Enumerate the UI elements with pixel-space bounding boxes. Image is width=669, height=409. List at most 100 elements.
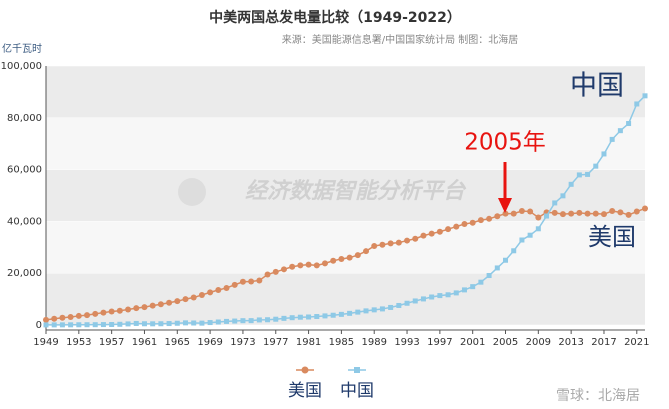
point bbox=[617, 209, 624, 216]
point bbox=[634, 101, 640, 107]
point bbox=[428, 230, 435, 237]
x-tick-label: 1969 bbox=[197, 337, 222, 348]
point bbox=[198, 291, 205, 298]
point bbox=[420, 232, 427, 239]
point bbox=[552, 200, 558, 206]
point bbox=[182, 296, 189, 303]
point bbox=[388, 304, 394, 310]
point bbox=[256, 277, 263, 284]
legend-marker bbox=[354, 367, 360, 373]
point bbox=[420, 296, 426, 302]
point bbox=[404, 237, 411, 244]
point bbox=[633, 208, 640, 215]
x-tick-label: 1965 bbox=[165, 337, 190, 348]
x-tick-label: 2009 bbox=[526, 337, 551, 348]
point bbox=[133, 320, 139, 326]
point bbox=[231, 281, 238, 288]
point bbox=[519, 237, 525, 243]
point bbox=[560, 193, 566, 199]
point bbox=[166, 299, 173, 306]
point bbox=[461, 220, 468, 227]
chart-subtitle: 来源：美国能源信息署/中国国家统计局 制图：北海居 bbox=[282, 33, 519, 46]
point bbox=[322, 313, 328, 319]
point bbox=[264, 271, 271, 278]
point bbox=[125, 306, 132, 313]
x-tick-label: 1961 bbox=[132, 337, 157, 348]
point bbox=[347, 310, 353, 316]
point bbox=[305, 261, 312, 268]
x-tick-label: 1985 bbox=[329, 337, 354, 348]
point bbox=[470, 284, 476, 290]
point bbox=[297, 262, 304, 269]
point bbox=[568, 210, 575, 217]
point bbox=[453, 290, 459, 296]
point bbox=[330, 312, 336, 318]
point bbox=[43, 322, 49, 328]
point bbox=[363, 308, 369, 314]
point bbox=[559, 211, 566, 218]
point bbox=[395, 239, 402, 246]
point bbox=[273, 316, 279, 322]
point bbox=[396, 302, 402, 308]
point bbox=[248, 278, 255, 285]
point bbox=[527, 232, 533, 238]
point bbox=[609, 208, 616, 215]
plot-band bbox=[46, 273, 645, 325]
point bbox=[617, 128, 623, 134]
point bbox=[313, 262, 320, 269]
point bbox=[535, 214, 542, 221]
point bbox=[445, 292, 451, 298]
point bbox=[84, 322, 90, 328]
annotation-arrowhead bbox=[498, 198, 512, 213]
point bbox=[199, 320, 205, 326]
point bbox=[436, 228, 443, 235]
point bbox=[584, 210, 591, 217]
point bbox=[330, 257, 337, 264]
point bbox=[92, 322, 98, 328]
watermark: 经济数据智能分析平台 bbox=[245, 178, 467, 204]
point bbox=[404, 300, 410, 306]
point bbox=[412, 235, 419, 242]
point bbox=[207, 320, 213, 326]
y-tick-label: 100,000 bbox=[1, 61, 42, 72]
point bbox=[191, 320, 197, 326]
plot-band bbox=[46, 221, 645, 274]
watermark-logo bbox=[178, 178, 206, 206]
point bbox=[437, 293, 443, 299]
point bbox=[453, 223, 460, 230]
point bbox=[355, 309, 361, 315]
x-tick-label: 1973 bbox=[230, 337, 255, 348]
point bbox=[272, 268, 279, 275]
point bbox=[59, 314, 66, 321]
point bbox=[174, 298, 181, 305]
point bbox=[494, 213, 501, 220]
x-tick-label: 1977 bbox=[263, 337, 288, 348]
point bbox=[338, 255, 345, 262]
point bbox=[502, 210, 509, 217]
plot-band bbox=[46, 66, 645, 118]
point bbox=[190, 294, 197, 301]
point bbox=[510, 210, 517, 217]
point bbox=[133, 305, 140, 312]
point bbox=[600, 211, 607, 218]
point bbox=[371, 243, 378, 250]
point bbox=[338, 311, 344, 317]
point bbox=[518, 208, 525, 215]
point bbox=[92, 310, 99, 317]
point bbox=[321, 260, 328, 267]
point bbox=[445, 226, 452, 233]
point bbox=[149, 302, 156, 309]
point bbox=[157, 301, 164, 308]
point bbox=[215, 319, 221, 325]
point bbox=[379, 241, 386, 248]
x-tick-label: 2013 bbox=[558, 337, 583, 348]
y-tick-label: 80,000 bbox=[7, 113, 42, 124]
point bbox=[108, 308, 115, 315]
x-tick-label: 2005 bbox=[493, 337, 518, 348]
point bbox=[68, 322, 74, 328]
point bbox=[306, 314, 312, 320]
point bbox=[511, 248, 517, 254]
x-tick-label: 1993 bbox=[394, 337, 419, 348]
point bbox=[248, 318, 254, 324]
x-tick-label: 1997 bbox=[427, 337, 452, 348]
